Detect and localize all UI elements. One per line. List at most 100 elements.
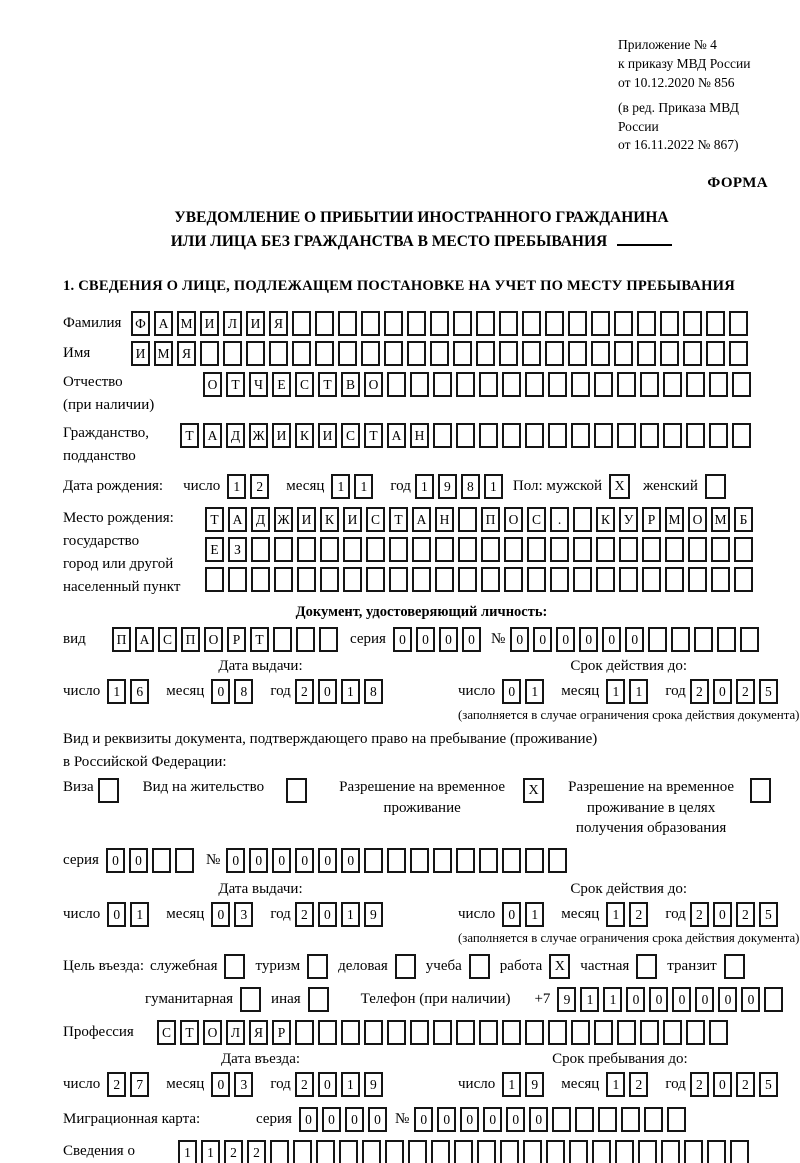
char-cell[interactable]: 9 bbox=[363, 902, 383, 928]
char-cell[interactable]: 0 bbox=[298, 1107, 318, 1133]
char-cell[interactable]: Л bbox=[223, 311, 242, 337]
char-cell[interactable] bbox=[174, 848, 194, 874]
char-cell[interactable]: 2 bbox=[735, 679, 755, 705]
char-cell[interactable] bbox=[548, 1020, 567, 1046]
char-cell[interactable]: 0 bbox=[741, 987, 761, 1013]
char-cell[interactable]: М bbox=[665, 507, 684, 533]
char-cell[interactable] bbox=[621, 1107, 641, 1133]
char-cell[interactable] bbox=[734, 537, 753, 563]
char-cell[interactable]: 0 bbox=[483, 1107, 503, 1133]
char-cell[interactable]: И bbox=[200, 311, 219, 337]
char-cell[interactable]: Я bbox=[269, 311, 288, 337]
char-cell[interactable] bbox=[665, 567, 684, 593]
char-cell[interactable] bbox=[548, 848, 568, 874]
temp-residence-edu-checkbox[interactable] bbox=[750, 778, 772, 804]
char-cell[interactable] bbox=[591, 311, 610, 337]
char-cell[interactable]: А bbox=[412, 507, 431, 533]
char-cell[interactable] bbox=[730, 1140, 749, 1163]
char-cell[interactable]: 0 bbox=[712, 1072, 732, 1098]
char-cell[interactable]: 0 bbox=[105, 848, 125, 874]
char-cell[interactable] bbox=[686, 423, 705, 449]
char-cell[interactable]: Т bbox=[205, 507, 224, 533]
char-cell[interactable]: 1 bbox=[606, 902, 626, 928]
char-cell[interactable]: 0 bbox=[712, 679, 732, 705]
char-cell[interactable]: П bbox=[181, 627, 200, 653]
char-cell[interactable] bbox=[412, 537, 431, 563]
char-cell[interactable] bbox=[458, 507, 477, 533]
char-cell[interactable] bbox=[683, 341, 702, 367]
char-cell[interactable]: 2 bbox=[247, 1140, 266, 1163]
char-cell[interactable]: 0 bbox=[321, 1107, 341, 1133]
char-cell[interactable] bbox=[338, 341, 357, 367]
char-cell[interactable] bbox=[575, 1107, 595, 1133]
char-cell[interactable]: 0 bbox=[367, 1107, 387, 1133]
char-cell[interactable] bbox=[706, 311, 725, 337]
char-cell[interactable]: 3 bbox=[234, 902, 254, 928]
char-cell[interactable]: К bbox=[320, 507, 339, 533]
char-cell[interactable] bbox=[269, 341, 288, 367]
char-cell[interactable]: 6 bbox=[130, 679, 150, 705]
char-cell[interactable] bbox=[319, 627, 338, 653]
char-cell[interactable]: 1 bbox=[340, 679, 360, 705]
char-cell[interactable]: 5 bbox=[758, 902, 778, 928]
char-cell[interactable]: 2 bbox=[294, 902, 314, 928]
char-cell[interactable] bbox=[545, 311, 564, 337]
char-cell[interactable] bbox=[642, 537, 661, 563]
char-cell[interactable]: 0 bbox=[107, 902, 127, 928]
char-cell[interactable]: 0 bbox=[414, 1107, 434, 1133]
char-cell[interactable]: 0 bbox=[392, 627, 412, 653]
purpose-official-checkbox[interactable] bbox=[224, 954, 246, 980]
char-cell[interactable]: 0 bbox=[317, 1072, 337, 1098]
char-cell[interactable]: 0 bbox=[649, 987, 669, 1013]
char-cell[interactable] bbox=[361, 311, 380, 337]
char-cell[interactable] bbox=[764, 987, 784, 1013]
char-cell[interactable]: Т bbox=[180, 1020, 199, 1046]
char-cell[interactable] bbox=[433, 423, 452, 449]
char-cell[interactable] bbox=[615, 1140, 634, 1163]
char-cell[interactable] bbox=[734, 567, 753, 593]
char-cell[interactable] bbox=[637, 311, 656, 337]
char-cell[interactable]: 1 bbox=[354, 474, 374, 500]
sex-male-checkbox[interactable]: X bbox=[609, 474, 631, 500]
char-cell[interactable] bbox=[573, 567, 592, 593]
char-cell[interactable] bbox=[527, 537, 546, 563]
char-cell[interactable]: 1 bbox=[483, 474, 503, 500]
char-cell[interactable] bbox=[407, 341, 426, 367]
char-cell[interactable]: 2 bbox=[250, 474, 270, 500]
char-cell[interactable]: 0 bbox=[460, 1107, 480, 1133]
char-cell[interactable]: Н bbox=[435, 507, 454, 533]
char-cell[interactable]: 0 bbox=[318, 848, 338, 874]
char-cell[interactable] bbox=[711, 537, 730, 563]
char-cell[interactable] bbox=[274, 567, 293, 593]
char-cell[interactable]: О bbox=[504, 507, 523, 533]
char-cell[interactable] bbox=[387, 372, 406, 398]
char-cell[interactable]: 1 bbox=[178, 1140, 197, 1163]
char-cell[interactable] bbox=[548, 372, 567, 398]
char-cell[interactable]: Т bbox=[180, 423, 199, 449]
char-cell[interactable]: 0 bbox=[672, 987, 692, 1013]
char-cell[interactable]: С bbox=[157, 1020, 176, 1046]
char-cell[interactable] bbox=[571, 423, 590, 449]
char-cell[interactable] bbox=[667, 1107, 687, 1133]
char-cell[interactable]: З bbox=[228, 537, 247, 563]
char-cell[interactable]: 0 bbox=[502, 902, 522, 928]
char-cell[interactable]: 0 bbox=[211, 902, 231, 928]
char-cell[interactable] bbox=[389, 537, 408, 563]
char-cell[interactable] bbox=[412, 567, 431, 593]
char-cell[interactable] bbox=[364, 1020, 383, 1046]
char-cell[interactable]: 1 bbox=[580, 987, 600, 1013]
purpose-private-checkbox[interactable] bbox=[636, 954, 658, 980]
char-cell[interactable] bbox=[660, 341, 679, 367]
char-cell[interactable]: Т bbox=[318, 372, 337, 398]
char-cell[interactable]: 1 bbox=[603, 987, 623, 1013]
char-cell[interactable] bbox=[594, 372, 613, 398]
char-cell[interactable] bbox=[642, 567, 661, 593]
char-cell[interactable] bbox=[644, 1107, 664, 1133]
char-cell[interactable] bbox=[522, 311, 541, 337]
char-cell[interactable] bbox=[740, 627, 760, 653]
char-cell[interactable] bbox=[320, 567, 339, 593]
